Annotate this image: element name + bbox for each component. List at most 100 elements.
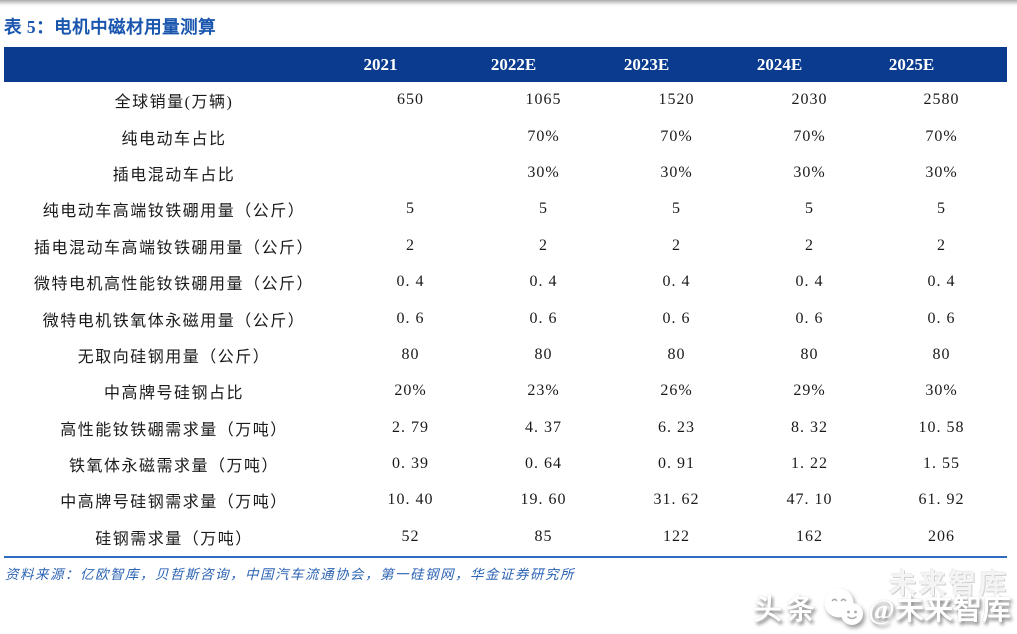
cell-value: 5	[672, 200, 681, 218]
cell-value: 122	[663, 527, 690, 545]
cell-value: 29%	[793, 382, 826, 400]
cell-value: 61. 92	[918, 491, 965, 509]
report-table-figure: 表 5：电机中磁材用量测算 2021 2022E 2023E 2024E 2025E 全…	[4, 7, 1007, 583]
row-label: 插电混动车高端钕铁硼用量（公斤）	[33, 239, 314, 257]
cell-value: 6. 23	[658, 418, 695, 436]
cell-value: 70%	[793, 127, 826, 145]
cell-value: 2580	[923, 91, 960, 109]
row-label: 无取向硅钢用量（公斤）	[77, 348, 271, 366]
row-label: 硅钢需求量（万吨）	[95, 530, 253, 548]
cell-value: 5	[937, 200, 946, 218]
table-row: 微特电机高性能钕铁硼用量（公斤） 0. 4 0. 4 0. 4 0. 4 0. 4	[4, 264, 1007, 300]
cell-value: 2	[805, 236, 814, 254]
cell-value: 23%	[527, 382, 560, 400]
table-row: 插电混动车占比 30% 30% 30% 30%	[4, 155, 1007, 191]
cell-value: 1. 55	[923, 455, 960, 473]
cell-value: 30%	[660, 163, 693, 181]
cell-value: 0. 4	[529, 273, 558, 291]
cell-value: 2	[672, 236, 681, 254]
table-row: 微特电机铁氧体永磁用量（公斤） 0. 6 0. 6 0. 6 0. 6 0. 6	[4, 300, 1007, 336]
row-label: 微特电机铁氧体永磁用量（公斤）	[42, 312, 306, 330]
cell-value: 8. 32	[791, 418, 828, 436]
cell-value: 31. 62	[653, 491, 700, 509]
cell-value: 0. 39	[392, 455, 429, 473]
source-divider-line	[4, 556, 1007, 559]
cell-value: 206	[928, 527, 955, 545]
row-label: 铁氧体永磁需求量（万吨）	[68, 458, 279, 476]
cell-value: 5	[805, 200, 814, 218]
cell-value: 4. 37	[525, 418, 562, 436]
cell-value: 70%	[527, 127, 560, 145]
data-table: 2021 2022E 2023E 2024E 2025E 全球销量(万辆) 650 1065…	[4, 47, 1007, 555]
table-row: 全球销量(万辆) 650 1065 1520 2030 2580	[4, 82, 1007, 118]
cell-value: 70%	[925, 127, 958, 145]
cell-value: 30%	[925, 163, 958, 181]
table-row: 无取向硅钢用量（公斤） 80 80 80 80 80	[4, 337, 1007, 373]
cell-value: 10. 58	[918, 418, 965, 436]
cell-value: 0. 64	[525, 455, 562, 473]
table-row: 铁氧体永磁需求量（万吨） 0. 39 0. 64 0. 91 1. 22 1. 55	[4, 446, 1007, 482]
cell-value: 2. 79	[392, 418, 429, 436]
row-label: 插电混动车占比	[112, 166, 236, 184]
watermark-ghost-text: 未来智库	[889, 569, 1009, 599]
row-label: 高性能钕铁硼需求量（万吨）	[60, 421, 288, 439]
cell-value	[344, 155, 477, 191]
cell-value: 5	[539, 200, 548, 218]
cell-value: 30%	[925, 382, 958, 400]
cell-value: 10. 40	[387, 491, 434, 509]
cell-value: 30%	[793, 163, 826, 181]
table-row: 中高牌号硅钢占比 20% 23% 26% 29% 30%	[4, 373, 1007, 409]
cell-value: 650	[397, 91, 424, 109]
watermark: 未来智库 头条 @未来智库	[753, 564, 1011, 628]
wechat-smileys-icon	[824, 588, 864, 625]
top-edge-gradient	[0, 0, 1017, 7]
cell-value: 1. 22	[791, 455, 828, 473]
cell-value: 30%	[527, 163, 560, 181]
cell-value: 80	[800, 345, 819, 363]
cell-value: 0. 6	[529, 309, 558, 327]
year-header-cell: 2021	[344, 47, 477, 82]
year-header-cell: 2024E	[743, 47, 876, 82]
cell-value: 0. 4	[927, 273, 956, 291]
table-row: 纯电动车高端钕铁硼用量（公斤） 5 5 5 5 5	[4, 191, 1007, 227]
cell-value: 1065	[525, 91, 562, 109]
cell-value: 0. 6	[662, 309, 691, 327]
cell-value: 80	[667, 345, 686, 363]
row-label: 微特电机高性能钕铁硼用量（公斤）	[33, 276, 314, 294]
cell-value: 2	[937, 236, 946, 254]
cell-value: 85	[534, 527, 553, 545]
header-corner-cell	[4, 47, 344, 82]
row-label: 纯电动车占比	[121, 130, 227, 148]
year-header-cell: 2022E	[477, 47, 610, 82]
cell-value: 0. 4	[396, 273, 425, 291]
watermark-main: 头条 @未来智库	[753, 586, 1011, 628]
cell-value: 70%	[660, 127, 693, 145]
cell-value: 52	[401, 527, 420, 545]
cell-value: 19. 60	[520, 491, 567, 509]
cell-value	[344, 118, 477, 154]
cell-value: 20%	[394, 382, 427, 400]
cell-value: 80	[534, 345, 553, 363]
source-note: 资料来源：亿欧智库，贝哲斯咨询，中国汽车流通协会，第一硅钢网，华金证券研究所	[5, 567, 575, 583]
table-body: 全球销量(万辆) 650 1065 1520 2030 2580 纯电动车占比 70% 70% 7…	[4, 82, 1007, 555]
cell-value: 0. 91	[658, 455, 695, 473]
cell-value: 0. 6	[396, 309, 425, 327]
row-label: 中高牌号硅钢占比	[103, 385, 244, 403]
cell-value: 47. 10	[786, 491, 833, 509]
cell-value: 2	[539, 236, 548, 254]
year-header-cell: 2023E	[610, 47, 743, 82]
cell-value: 0. 6	[795, 309, 824, 327]
table-header-row: 2021 2022E 2023E 2024E 2025E	[4, 47, 1007, 82]
cell-value: 0. 4	[795, 273, 824, 291]
cell-value: 0. 6	[927, 309, 956, 327]
table-row: 高性能钕铁硼需求量（万吨） 2. 79 4. 37 6. 23 8. 32 10. 58	[4, 410, 1007, 446]
cell-value: 80	[401, 345, 420, 363]
cell-value: 162	[796, 527, 823, 545]
cell-value: 0. 4	[662, 273, 691, 291]
page-title: 表 5：电机中磁材用量测算	[4, 17, 217, 37]
table-row: 硅钢需求量（万吨） 52 85 122 162 206	[4, 519, 1007, 555]
table-row: 中高牌号硅钢需求量（万吨） 10. 40 19. 60 31. 62 47. 10 61.…	[4, 482, 1007, 518]
watermark-platform-label: 头条	[753, 594, 820, 626]
cell-value: 2030	[791, 91, 828, 109]
cell-value: 2	[406, 236, 415, 254]
